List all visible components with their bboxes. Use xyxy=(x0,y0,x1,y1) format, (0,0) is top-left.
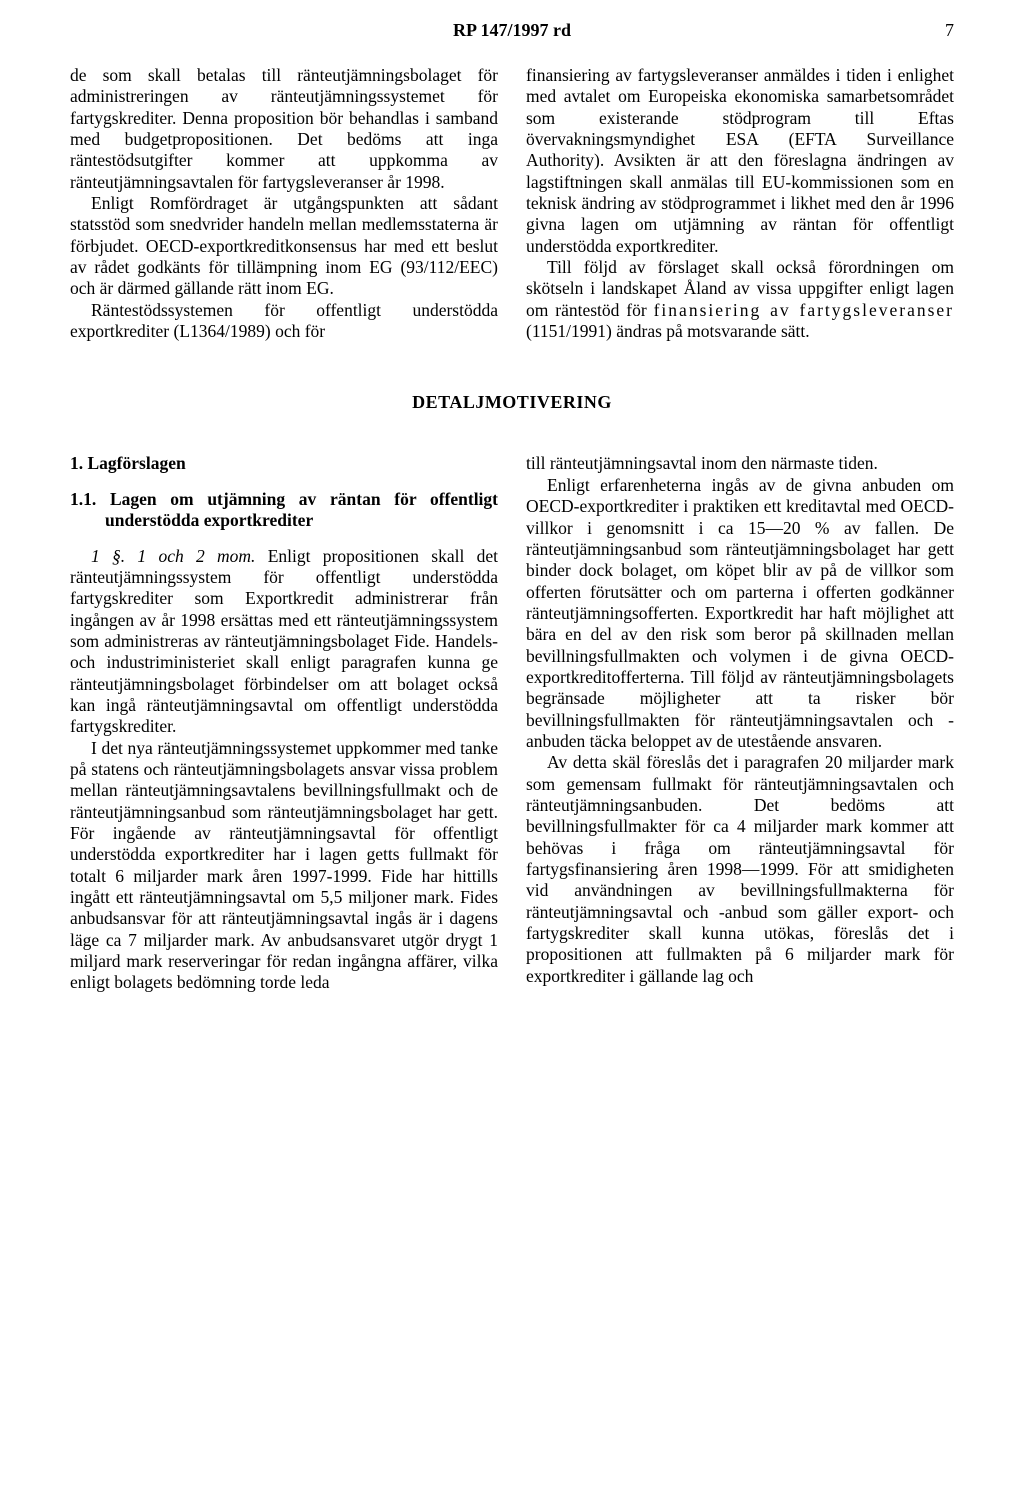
paragraph: Räntestödssystemen för offentligt unders… xyxy=(70,300,498,343)
paragraph: finansiering av fartygsleveranser anmäld… xyxy=(526,65,954,257)
paragraph: Av detta skäl föreslås det i paragrafen … xyxy=(526,752,954,987)
subsection-heading: 1. Lagförslagen xyxy=(70,453,498,474)
paragraph: 1 §. 1 och 2 mom. Enligt propositionen s… xyxy=(70,546,498,738)
section-heading: DETALJMOTIVERING xyxy=(70,392,954,413)
paragraph: Enligt Romfördraget är utgångspunkten at… xyxy=(70,193,498,300)
top-left-column: de som skall betalas till ränteutjämning… xyxy=(70,65,498,342)
bottom-right-column: till ränteutjämningsavtal inom den närma… xyxy=(526,453,954,993)
top-right-column: finansiering av fartygsleveranser anmäld… xyxy=(526,65,954,342)
bottom-columns: 1. Lagförslagen 1.1. Lagen om utjämning … xyxy=(70,453,954,993)
paragraph: de som skall betalas till ränteutjämning… xyxy=(70,65,498,193)
page-number: 7 xyxy=(945,20,954,41)
paragraph: Enligt erfarenheterna ingås av de givna … xyxy=(526,475,954,752)
top-columns: de som skall betalas till ränteutjämning… xyxy=(70,65,954,342)
paragraph: Till följd av förslaget skall också föro… xyxy=(526,257,954,342)
paragraph: I det nya ränteutjämningssystemet uppkom… xyxy=(70,738,498,994)
paragraph-citation: 1 §. 1 och 2 mom. xyxy=(91,546,255,566)
subsubsection-heading: 1.1. Lagen om utjämning av räntan för of… xyxy=(70,489,498,532)
document-reference: RP 147/1997 rd xyxy=(453,20,571,41)
bottom-left-column: 1. Lagförslagen 1.1. Lagen om utjämning … xyxy=(70,453,498,993)
paragraph: till ränteutjämningsavtal inom den närma… xyxy=(526,453,954,474)
